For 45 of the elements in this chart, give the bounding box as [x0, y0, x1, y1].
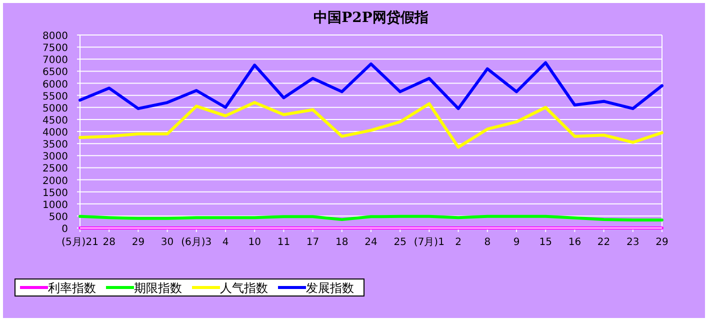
line-series: [78, 101, 664, 149]
x-tick-label: 28: [102, 237, 116, 248]
y-tick-label: 6000: [42, 79, 68, 90]
x-tick-label: 2: [455, 237, 462, 248]
y-tick-label: 5000: [42, 103, 68, 114]
x-tick-label: 30: [160, 237, 174, 248]
y-tick-label: 4500: [42, 115, 68, 126]
y-tick-label: 7500: [42, 43, 68, 54]
y-tick-label: 0: [62, 224, 68, 235]
x-tick-label: 10: [248, 237, 261, 248]
y-tick-label: 2000: [42, 176, 68, 187]
chart-title: 中国P2P网贷假指: [314, 9, 428, 26]
x-tick-label: 22: [597, 237, 610, 248]
x-tick-label: 15: [539, 237, 552, 248]
y-tick-label: 6500: [42, 67, 68, 78]
y-tick-label: 500: [48, 212, 68, 223]
y-tick-label: 2500: [42, 164, 68, 175]
x-tick-label: 9: [513, 237, 520, 248]
legend-label: 期限指数: [134, 281, 182, 295]
y-tick-label: 7000: [42, 55, 68, 66]
line-series: [78, 61, 664, 110]
y-tick-label: 1500: [42, 188, 68, 199]
x-tick-label: 18: [336, 237, 348, 248]
legend-label: 利率指数: [48, 281, 96, 295]
x-tick-label: 8: [484, 237, 491, 248]
legend-label: 人气指数: [220, 281, 268, 295]
x-tick-label: 29: [132, 237, 145, 248]
y-tick-label: 1000: [42, 200, 68, 211]
y-tick-label: 3500: [42, 140, 68, 151]
y-tick-label: 4000: [42, 128, 68, 138]
y-tick-label: 3000: [42, 152, 68, 163]
x-tick-label: 29: [656, 237, 668, 248]
x-tick-label: 16: [568, 237, 582, 248]
x-tick-label: (7月)1: [414, 237, 444, 248]
x-tick-label: 4: [222, 237, 229, 248]
x-tick-label: 25: [394, 237, 406, 248]
x-tick-label: 17: [306, 237, 320, 248]
y-tick-label: 5500: [42, 91, 68, 102]
x-tick-label: 11: [277, 237, 290, 248]
x-tick-label: (5月)21: [62, 237, 98, 248]
x-tick-label: (6月)3: [181, 237, 212, 248]
x-tick-label: 23: [626, 237, 640, 248]
x-tick-label: 24: [364, 237, 378, 248]
legend-label: 发展指数: [306, 281, 354, 295]
y-tick-label: 8000: [42, 31, 68, 42]
